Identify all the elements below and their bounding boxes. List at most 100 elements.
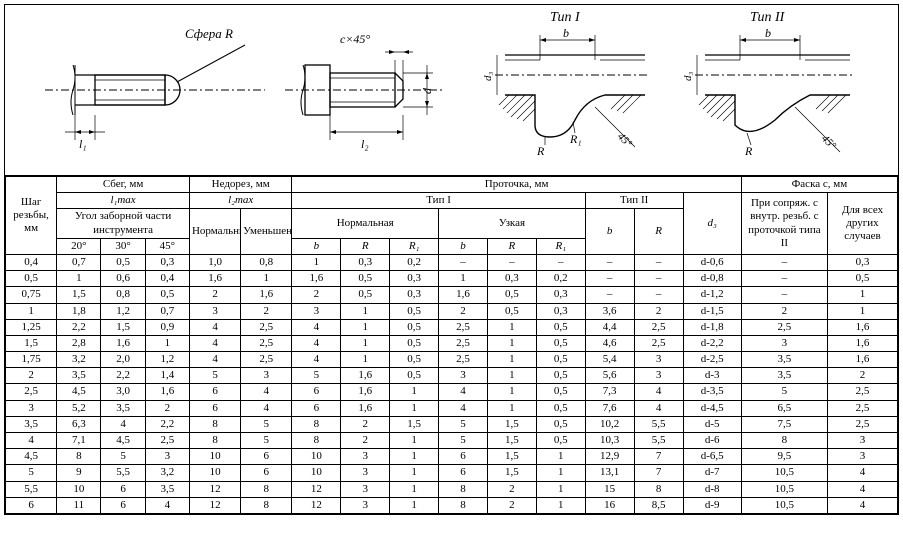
table-cell: 8 — [634, 481, 683, 497]
table-cell: 1 — [390, 497, 439, 513]
table-cell: – — [634, 287, 683, 303]
table-cell: 0,4 — [145, 271, 189, 287]
table-cell: – — [634, 254, 683, 270]
table-cell: 1,5 — [57, 287, 101, 303]
table-cell: 3 — [439, 368, 488, 384]
table-cell: 8 — [292, 416, 341, 432]
h-d3: d₃ — [683, 193, 741, 255]
table-cell: 8 — [292, 433, 341, 449]
table-cell: 3 — [341, 497, 390, 513]
table-cell: 0,5 — [145, 287, 189, 303]
diagram-svg: Сфера R l₁ — [5, 5, 898, 175]
table-cell: 1,0 — [189, 254, 240, 270]
table-cell: 5,4 — [585, 352, 634, 368]
table-cell: 0,3 — [341, 254, 390, 270]
table-cell: – — [439, 254, 488, 270]
table-cell: – — [741, 287, 827, 303]
h-umen: Уменьшенный — [241, 209, 292, 255]
table-cell: 1 — [487, 335, 536, 351]
table-row: 611641281231821168,5d-910,54 — [6, 497, 898, 513]
table-cell: d-0,8 — [683, 271, 741, 287]
h-normal: Нормальный — [189, 209, 240, 255]
table-cell: 1 — [536, 449, 585, 465]
table-cell: 3 — [341, 465, 390, 481]
table-cell: 0,5 — [341, 271, 390, 287]
table-cell: 4,5 — [101, 433, 145, 449]
table-cell: 4 — [827, 465, 897, 481]
h-30: 30° — [101, 238, 145, 254]
table-cell: 12,9 — [585, 449, 634, 465]
table-cell: 0,5 — [390, 303, 439, 319]
table-row: 595,53,2106103161,5113,17d-710,54 — [6, 465, 898, 481]
table-cell: d-1,5 — [683, 303, 741, 319]
table-cell: 2,5 — [145, 433, 189, 449]
table-cell: 0,5 — [390, 352, 439, 368]
h-Rn: R — [341, 238, 390, 254]
table-cell: 0,5 — [487, 303, 536, 319]
table-cell: 1,6 — [827, 352, 897, 368]
table-cell: 1,5 — [487, 449, 536, 465]
table-row: 1,252,21,50,942,5410,52,510,54,42,5d-1,8… — [6, 319, 898, 335]
table-cell: 2,5 — [827, 416, 897, 432]
table-cell: 8 — [241, 497, 292, 513]
table-cell: 1,6 — [341, 400, 390, 416]
table-row: 1,753,22,01,242,5410,52,510,55,43d-2,53,… — [6, 352, 898, 368]
table-cell: 1,6 — [341, 368, 390, 384]
table-cell: 4 — [189, 319, 240, 335]
table-cell: 6 — [439, 465, 488, 481]
table-cell: 0,2 — [536, 271, 585, 287]
table-cell: 12 — [189, 481, 240, 497]
table-cell: 1,6 — [341, 384, 390, 400]
table-cell: 1 — [390, 384, 439, 400]
ang45b-label: 45° — [819, 133, 839, 153]
table-cell: 6 — [6, 497, 57, 513]
h-45: 45° — [145, 238, 189, 254]
table-cell: 1,25 — [6, 319, 57, 335]
table-cell: 2 — [292, 287, 341, 303]
table-cell: 1,6 — [439, 287, 488, 303]
table-cell: 2,5 — [439, 335, 488, 351]
h-pri: При сопряж. с внутр. резьб. с проточкой … — [741, 193, 827, 255]
table-cell: 3 — [241, 368, 292, 384]
table-cell: 0,5 — [536, 400, 585, 416]
table-cell: 3,2 — [145, 465, 189, 481]
h-R2: R — [634, 209, 683, 255]
table-cell: – — [741, 254, 827, 270]
table-cell: 0,5 — [536, 384, 585, 400]
table-cell: 1,5 — [390, 416, 439, 432]
table-cell: 10,5 — [741, 465, 827, 481]
table-cell: 8 — [241, 481, 292, 497]
table-cell: 2 — [487, 481, 536, 497]
table-body: 0,40,70,50,31,00,810,30,2–––––d-0,6–0,30… — [6, 254, 898, 513]
table-row: 5,51063,51281231821158d-810,54 — [6, 481, 898, 497]
table-row: 2,54,53,01,66461,61410,57,34d-3,552,5 — [6, 384, 898, 400]
table-cell: 3,2 — [57, 352, 101, 368]
table-cell: 1 — [439, 271, 488, 287]
table-cell: 1,8 — [57, 303, 101, 319]
table-cell: 4 — [439, 384, 488, 400]
table-cell: 4 — [189, 335, 240, 351]
h-R1u: R₁ — [536, 238, 585, 254]
table-cell: 2,5 — [741, 319, 827, 335]
table-cell: 2,5 — [6, 384, 57, 400]
table-cell: 10,5 — [741, 481, 827, 497]
table-cell: 1 — [827, 303, 897, 319]
table-cell: 1,5 — [487, 433, 536, 449]
sphere-label: Сфера R — [185, 26, 233, 41]
table-cell: 1 — [390, 465, 439, 481]
table-cell: d-1,8 — [683, 319, 741, 335]
table-cell: 8 — [57, 449, 101, 465]
ang45a-label: 45° — [615, 131, 635, 151]
table-cell: 1 — [487, 319, 536, 335]
table-cell: d-5 — [683, 416, 741, 432]
R1a-label: R₁ — [569, 132, 582, 146]
table-cell: 0,5 — [536, 319, 585, 335]
table-cell: 2,2 — [145, 416, 189, 432]
table-cell: 2,5 — [634, 319, 683, 335]
table-cell: 7 — [634, 449, 683, 465]
table-row: 47,14,52,58582151,50,510,35,5d-683 — [6, 433, 898, 449]
table-cell: 3 — [145, 449, 189, 465]
table-cell: 1,4 — [145, 368, 189, 384]
table-cell: 1 — [390, 433, 439, 449]
table-cell: 0,9 — [145, 319, 189, 335]
